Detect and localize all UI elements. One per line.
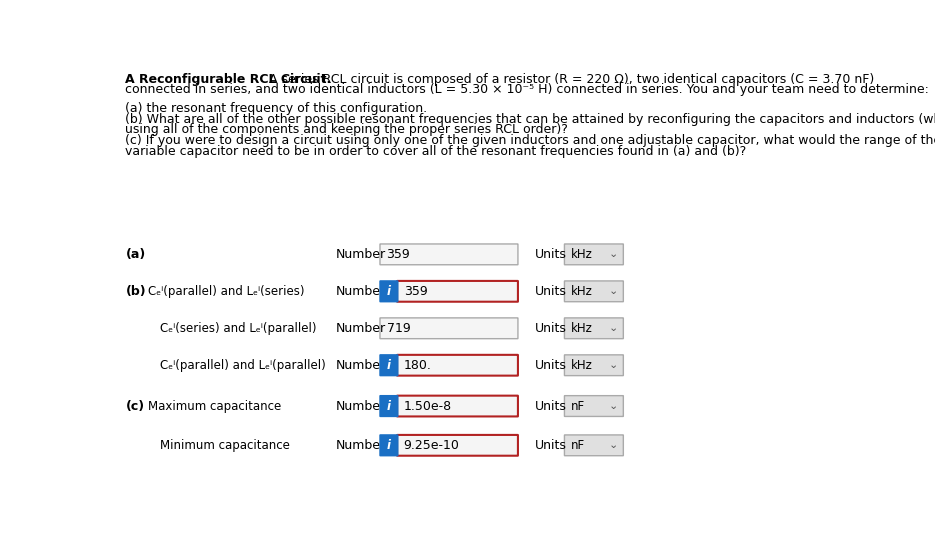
Text: Number: Number [336, 399, 385, 413]
FancyBboxPatch shape [565, 355, 624, 376]
Text: ⌄: ⌄ [609, 249, 618, 259]
Text: 1.50e-8: 1.50e-8 [404, 399, 452, 413]
Text: A series RCL circuit is composed of a resistor (R = 220 Ω), two identical capaci: A series RCL circuit is composed of a re… [265, 73, 874, 86]
FancyBboxPatch shape [397, 281, 518, 302]
Text: 359: 359 [386, 248, 410, 261]
Text: connected in series, and two identical inductors (L = 5.30 × 10⁻⁵ H) connected i: connected in series, and two identical i… [124, 84, 928, 96]
FancyBboxPatch shape [380, 244, 518, 265]
Text: Units: Units [536, 439, 568, 452]
Text: ⌄: ⌄ [609, 401, 618, 411]
Text: ⌄: ⌄ [609, 324, 618, 334]
Text: Units: Units [536, 322, 568, 335]
Text: i: i [387, 359, 391, 372]
FancyBboxPatch shape [397, 435, 518, 456]
Text: (c) If you were to design a circuit using only one of the given inductors and on: (c) If you were to design a circuit usin… [124, 134, 935, 147]
Text: kHz: kHz [571, 359, 593, 372]
Text: A Reconfigurable RCL Circuit.: A Reconfigurable RCL Circuit. [124, 73, 331, 86]
Text: nF: nF [571, 439, 585, 452]
Text: (a) the resonant frequency of this configuration.: (a) the resonant frequency of this confi… [124, 102, 426, 115]
Text: kHz: kHz [571, 285, 593, 298]
FancyBboxPatch shape [380, 281, 397, 302]
Text: Units: Units [536, 248, 568, 261]
Text: kHz: kHz [571, 322, 593, 335]
FancyBboxPatch shape [397, 355, 518, 376]
Text: using all of the components and keeping the proper series RCL order)?: using all of the components and keeping … [124, 124, 568, 136]
Text: ⌄: ⌄ [609, 360, 618, 370]
Text: (c): (c) [126, 399, 145, 413]
Text: nF: nF [571, 399, 585, 413]
Text: (b): (b) [126, 285, 147, 298]
Text: kHz: kHz [571, 248, 593, 261]
Text: Cₑⁱ(series) and Lₑⁱ(parallel): Cₑⁱ(series) and Lₑⁱ(parallel) [160, 322, 316, 335]
FancyBboxPatch shape [380, 318, 518, 338]
Text: Units: Units [536, 399, 568, 413]
Text: (b) What are all of the other possible resonant frequencies that can be attained: (b) What are all of the other possible r… [124, 112, 935, 126]
FancyBboxPatch shape [565, 244, 624, 265]
FancyBboxPatch shape [380, 435, 397, 456]
FancyBboxPatch shape [565, 396, 624, 417]
Text: i: i [387, 285, 391, 298]
Text: Maximum capacitance: Maximum capacitance [148, 399, 281, 413]
FancyBboxPatch shape [380, 355, 397, 376]
Text: (a): (a) [126, 248, 147, 261]
Text: Cₑⁱ(parallel) and Lₑⁱ(series): Cₑⁱ(parallel) and Lₑⁱ(series) [148, 285, 305, 298]
FancyBboxPatch shape [565, 281, 624, 302]
Text: Cₑⁱ(parallel) and Lₑⁱ(parallel): Cₑⁱ(parallel) and Lₑⁱ(parallel) [160, 359, 325, 372]
FancyBboxPatch shape [565, 435, 624, 456]
Text: 359: 359 [404, 285, 427, 298]
Text: 180.: 180. [404, 359, 431, 372]
Text: Number: Number [336, 248, 385, 261]
FancyBboxPatch shape [565, 318, 624, 338]
Text: i: i [387, 399, 391, 413]
Text: variable capacitor need to be in order to cover all of the resonant frequencies : variable capacitor need to be in order t… [124, 145, 746, 158]
Text: i: i [387, 439, 391, 452]
Text: Number: Number [336, 359, 385, 372]
Text: ⌄: ⌄ [609, 286, 618, 296]
FancyBboxPatch shape [380, 396, 397, 417]
Text: Units: Units [536, 285, 568, 298]
Text: Number: Number [336, 439, 385, 452]
Text: Number: Number [336, 322, 385, 335]
Text: 719: 719 [386, 322, 410, 335]
Text: ⌄: ⌄ [609, 440, 618, 450]
Text: Units: Units [536, 359, 568, 372]
Text: 9.25e-10: 9.25e-10 [404, 439, 459, 452]
Text: Number: Number [336, 285, 385, 298]
FancyBboxPatch shape [397, 396, 518, 417]
Text: Minimum capacitance: Minimum capacitance [160, 439, 289, 452]
